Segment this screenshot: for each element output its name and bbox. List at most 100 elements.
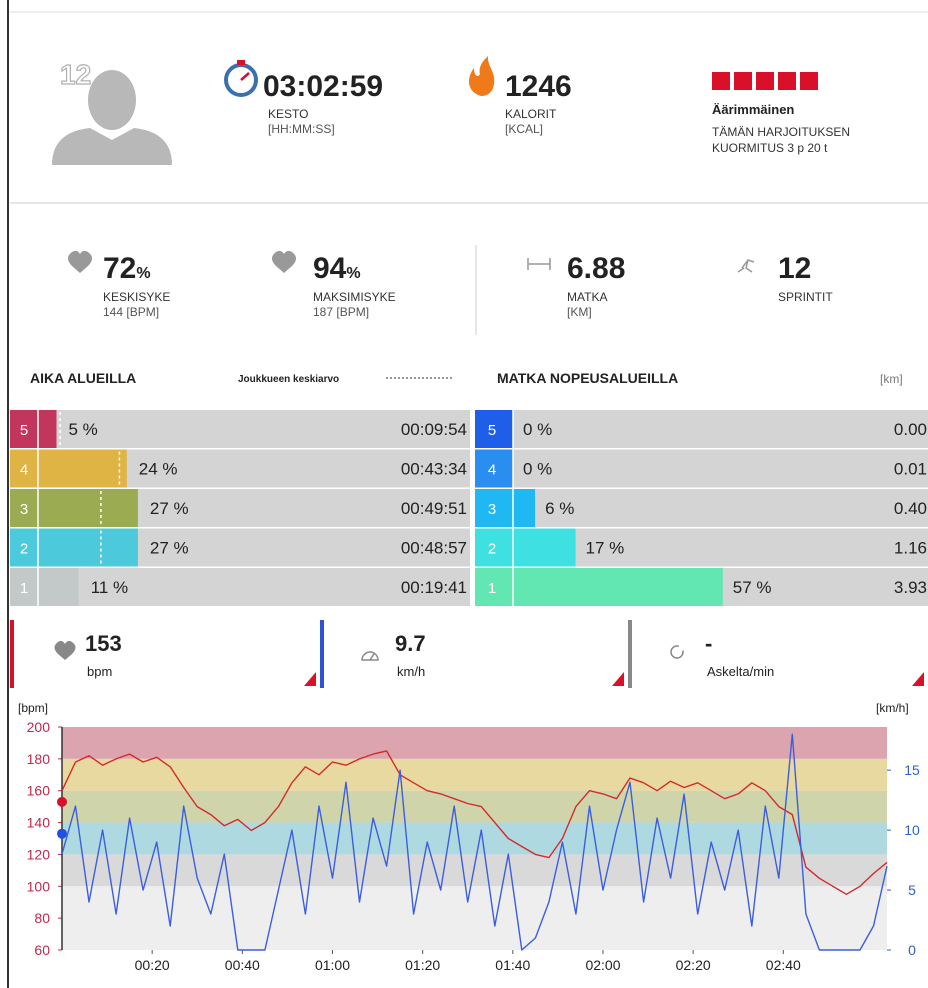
- zone-percent: 11 %: [91, 578, 129, 597]
- zone-percent: 27 %: [150, 539, 189, 558]
- x-tick-label: 01:40: [495, 957, 530, 973]
- stat-suffix: %: [346, 265, 360, 282]
- speed-bar: [513, 568, 723, 606]
- duration-value: 03:02:59: [263, 70, 383, 103]
- stopwatch-icon: [224, 60, 258, 97]
- zone-band: [62, 886, 887, 950]
- y-tick-label: 140: [27, 815, 51, 831]
- y2-tick-label: 15: [904, 762, 920, 778]
- speed-distance: 0.00: [894, 420, 927, 439]
- live-accent: [320, 620, 324, 688]
- zone-bar: [38, 489, 138, 527]
- x-tick-label: 02:00: [585, 957, 620, 973]
- y-tick-label: 180: [27, 751, 51, 767]
- speed-box: [475, 410, 513, 448]
- zone-box: [10, 528, 38, 567]
- stat-icon: [68, 250, 296, 273]
- live-unit: km/h: [397, 664, 425, 679]
- live-value: -: [705, 631, 712, 656]
- y-tick-label: 160: [27, 783, 51, 799]
- section-title: AIKA ALUEILLA: [30, 370, 136, 386]
- speed-bar: [513, 489, 536, 527]
- calories-value: 1246: [505, 70, 572, 103]
- distance-icon: [527, 258, 551, 270]
- y-tick-label: 200: [27, 719, 51, 735]
- x-tick-label: 01:00: [315, 957, 350, 973]
- speed-bar: [513, 528, 576, 567]
- corner-marker: [612, 672, 624, 686]
- speed-percent: 0 %: [523, 420, 552, 439]
- speed-box: [475, 489, 513, 527]
- zone-number: 1: [20, 580, 28, 597]
- load-block: [800, 72, 818, 90]
- speed-row-bg: [475, 489, 928, 527]
- zone-time: 00:43:34: [401, 460, 467, 479]
- y2-tick-label: 0: [908, 942, 916, 958]
- stat-value: 12: [778, 252, 811, 285]
- zone-percent: 27 %: [150, 499, 189, 518]
- stat-sub: 187 [BPM]: [313, 305, 369, 319]
- stat-number: 72: [103, 252, 136, 285]
- live-unit: Askelta/min: [707, 664, 774, 679]
- legend-label: Joukkueen keskiarvo: [238, 374, 339, 385]
- speed-percent: 0 %: [523, 460, 552, 479]
- live-unit: bpm: [87, 664, 112, 679]
- zone-box: [10, 449, 38, 488]
- player-number: 12: [60, 59, 91, 90]
- unit-label: [km]: [880, 372, 903, 386]
- duration-label: KESTO: [268, 107, 308, 121]
- zone-time: 00:48:57: [401, 539, 467, 558]
- x-tick-label: 00:20: [135, 957, 170, 973]
- section-title: MATKA NOPEUSALUEILLA: [497, 370, 678, 386]
- corner-marker: [304, 672, 316, 686]
- speed-distance: 0.40: [894, 499, 927, 518]
- stat-suffix: %: [136, 265, 150, 282]
- zone-number: 4: [20, 462, 28, 479]
- zone-percent: 24 %: [139, 460, 178, 479]
- speed-box: [475, 528, 513, 567]
- sprint-icon: [737, 259, 755, 273]
- live-value: 9.7: [395, 631, 426, 656]
- speed-percent: 6 %: [545, 499, 574, 518]
- zone-bar: [38, 449, 127, 488]
- zone-bar: [38, 568, 79, 606]
- stat-sub: 144 [BPM]: [103, 305, 159, 319]
- stat-label: KESKISYKE: [103, 290, 170, 304]
- stat-value: 6.88: [567, 252, 625, 285]
- zone-number: 3: [20, 501, 28, 518]
- live-accent: [628, 620, 632, 688]
- stat-label: SPRINTIT: [778, 290, 833, 304]
- stat-label: MATKA: [567, 290, 607, 304]
- zone-number: 2: [20, 541, 28, 558]
- zone-bar: [38, 528, 138, 567]
- load-block: [778, 72, 796, 90]
- speed-distance: 0.01: [894, 460, 927, 479]
- zone-time: 00:19:41: [401, 578, 467, 597]
- avatar: [52, 70, 172, 165]
- zone-box: [10, 489, 38, 527]
- left-border: [7, 0, 9, 988]
- y-tick-label: 100: [27, 878, 51, 894]
- zone-time: 00:09:54: [401, 420, 467, 439]
- stat-label: MAKSIMISYKE: [313, 290, 396, 304]
- y2-axis-label: [km/h]: [876, 701, 909, 715]
- load-line: KUORMITUS 3 p 20 t: [712, 141, 828, 155]
- x-tick-label: 02:20: [676, 957, 711, 973]
- speed-icon: [361, 651, 379, 661]
- calories-label: KALORIT: [505, 107, 557, 121]
- speed-distance: 3.93: [894, 578, 927, 597]
- zone-band: [62, 854, 887, 887]
- series-line: [61, 733, 888, 951]
- current-hr-dot: [57, 796, 67, 807]
- load-level: Äärimmäinen: [712, 102, 794, 117]
- load-block: [734, 72, 752, 90]
- speed-box: [475, 568, 513, 606]
- zone-row-bg: [10, 568, 470, 606]
- speed-distance: 1.16: [894, 539, 927, 558]
- heart-icon: [54, 640, 76, 660]
- speed-row-bg: [475, 449, 928, 488]
- flame-icon: [468, 56, 495, 96]
- zone-band: [62, 758, 887, 791]
- speed-zone-number: 3: [488, 501, 496, 518]
